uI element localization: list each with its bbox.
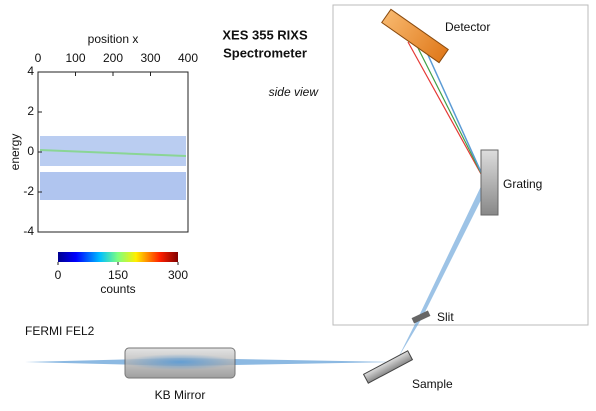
ray-green <box>417 47 487 184</box>
detector <box>381 8 449 64</box>
grating <box>480 149 499 216</box>
ray-in <box>398 180 488 358</box>
y-axis-label: energy <box>8 134 22 171</box>
colorbar-label: counts <box>100 282 135 296</box>
title: Spectrometer <box>223 45 307 60</box>
sample-label: Sample <box>412 377 453 391</box>
x-tick-label: 300 <box>140 51 160 65</box>
source-label: FERMI FEL2 <box>25 324 95 338</box>
grating-label: Grating <box>503 177 542 191</box>
y-tick-label: 4 <box>27 64 34 78</box>
detector-label: Detector <box>445 20 490 34</box>
band-center <box>39 149 187 157</box>
subtitle: side view <box>269 85 320 99</box>
y-tick-label: -2 <box>23 184 34 198</box>
x-tick-label: 200 <box>103 51 123 65</box>
spectrometer-frame <box>332 4 589 326</box>
x-axis-label: position x <box>88 32 139 46</box>
colorbar-tick-label: 150 <box>108 268 128 282</box>
x-tick-label: 400 <box>178 51 198 65</box>
slit-label: Slit <box>437 310 454 324</box>
colorbar-tick-label: 300 <box>168 268 188 282</box>
x-tick-label: 0 <box>35 51 42 65</box>
y-tick-label: -4 <box>23 224 34 238</box>
ray-red <box>407 41 487 184</box>
colorbar-tick-label: 0 <box>55 268 62 282</box>
x-tick-label: 100 <box>65 51 85 65</box>
beam-focus <box>125 354 235 370</box>
sample <box>362 350 414 384</box>
ray-blue <box>427 54 487 184</box>
y-tick-label: 0 <box>27 144 34 158</box>
title: XES 355 RIXS <box>222 27 308 42</box>
band <box>40 172 186 200</box>
inset-image <box>37 71 189 233</box>
slit <box>411 310 431 324</box>
kb-mirror-label: KB Mirror <box>155 388 206 402</box>
y-tick-label: 2 <box>27 104 34 118</box>
colorbar <box>58 252 178 262</box>
